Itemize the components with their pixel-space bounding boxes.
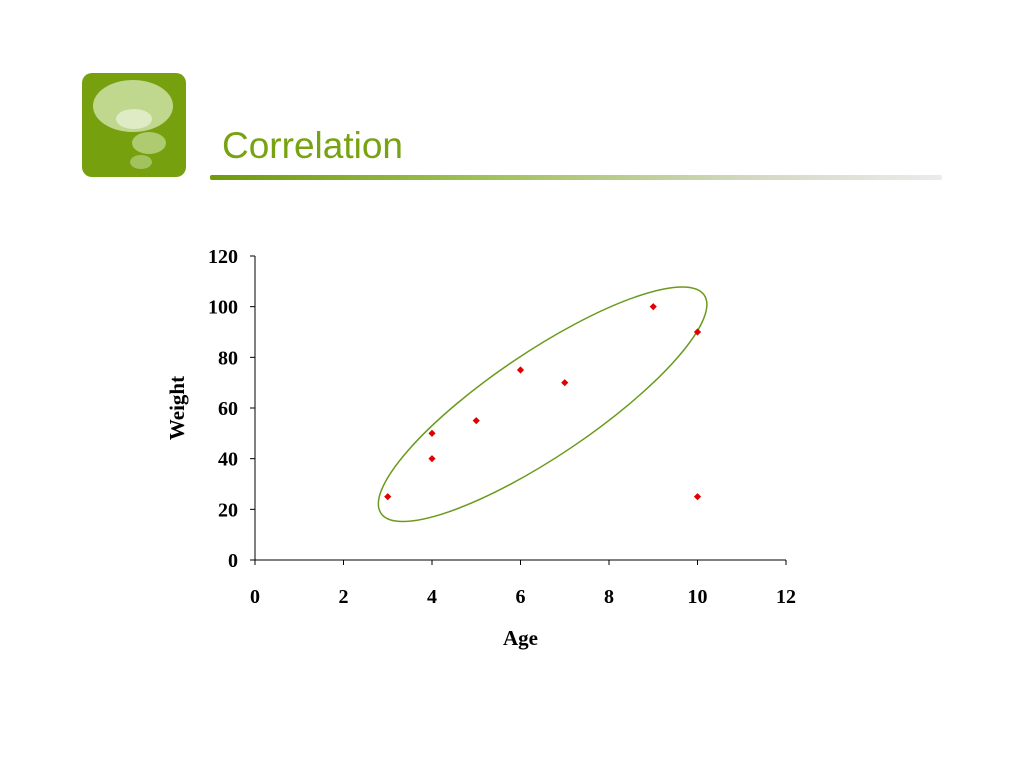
slide-title: Correlation [222,125,403,166]
data-point [693,493,702,501]
data-point [384,493,392,501]
x-tick-label: 2 [339,586,349,608]
x-tick-label: 10 [688,586,708,608]
x-tick-label: 0 [250,586,260,608]
x-tick-label: 6 [516,586,526,608]
data-point [561,379,569,387]
x-tick-label: 4 [427,586,437,608]
x-axis-title: Age [503,626,538,650]
data-point [693,328,702,336]
y-tick-label: 20 [218,499,238,521]
thought-bubble-icon [93,80,173,169]
y-tick-label: 0 [228,550,238,572]
title-underline [210,175,942,180]
cluster-ellipse [377,286,708,523]
data-point [516,366,525,374]
y-tick-label: 60 [218,398,238,420]
chart-axes: 0 20 40 60 80 100 120 0 2 4 6 8 10 12 [208,246,796,608]
data-point [428,455,436,463]
bubble-medium [132,132,166,154]
bubble-large [93,80,173,132]
y-tick-label: 120 [208,246,238,268]
y-tick-label: 80 [218,347,238,369]
data-point [428,429,436,437]
y-tick-label: 40 [218,449,238,471]
logo-thought-bubble-icon [82,73,186,177]
x-tick-label: 12 [776,586,796,608]
y-tick-label: 100 [208,297,238,319]
chart-annotations [377,286,708,523]
bubble-highlight [116,109,152,129]
bubble-small [130,155,152,169]
data-point [649,303,657,311]
y-axis-title: Weight [165,376,189,440]
x-tick-label: 8 [604,586,614,608]
data-point [472,417,480,425]
chart-points [384,303,702,501]
